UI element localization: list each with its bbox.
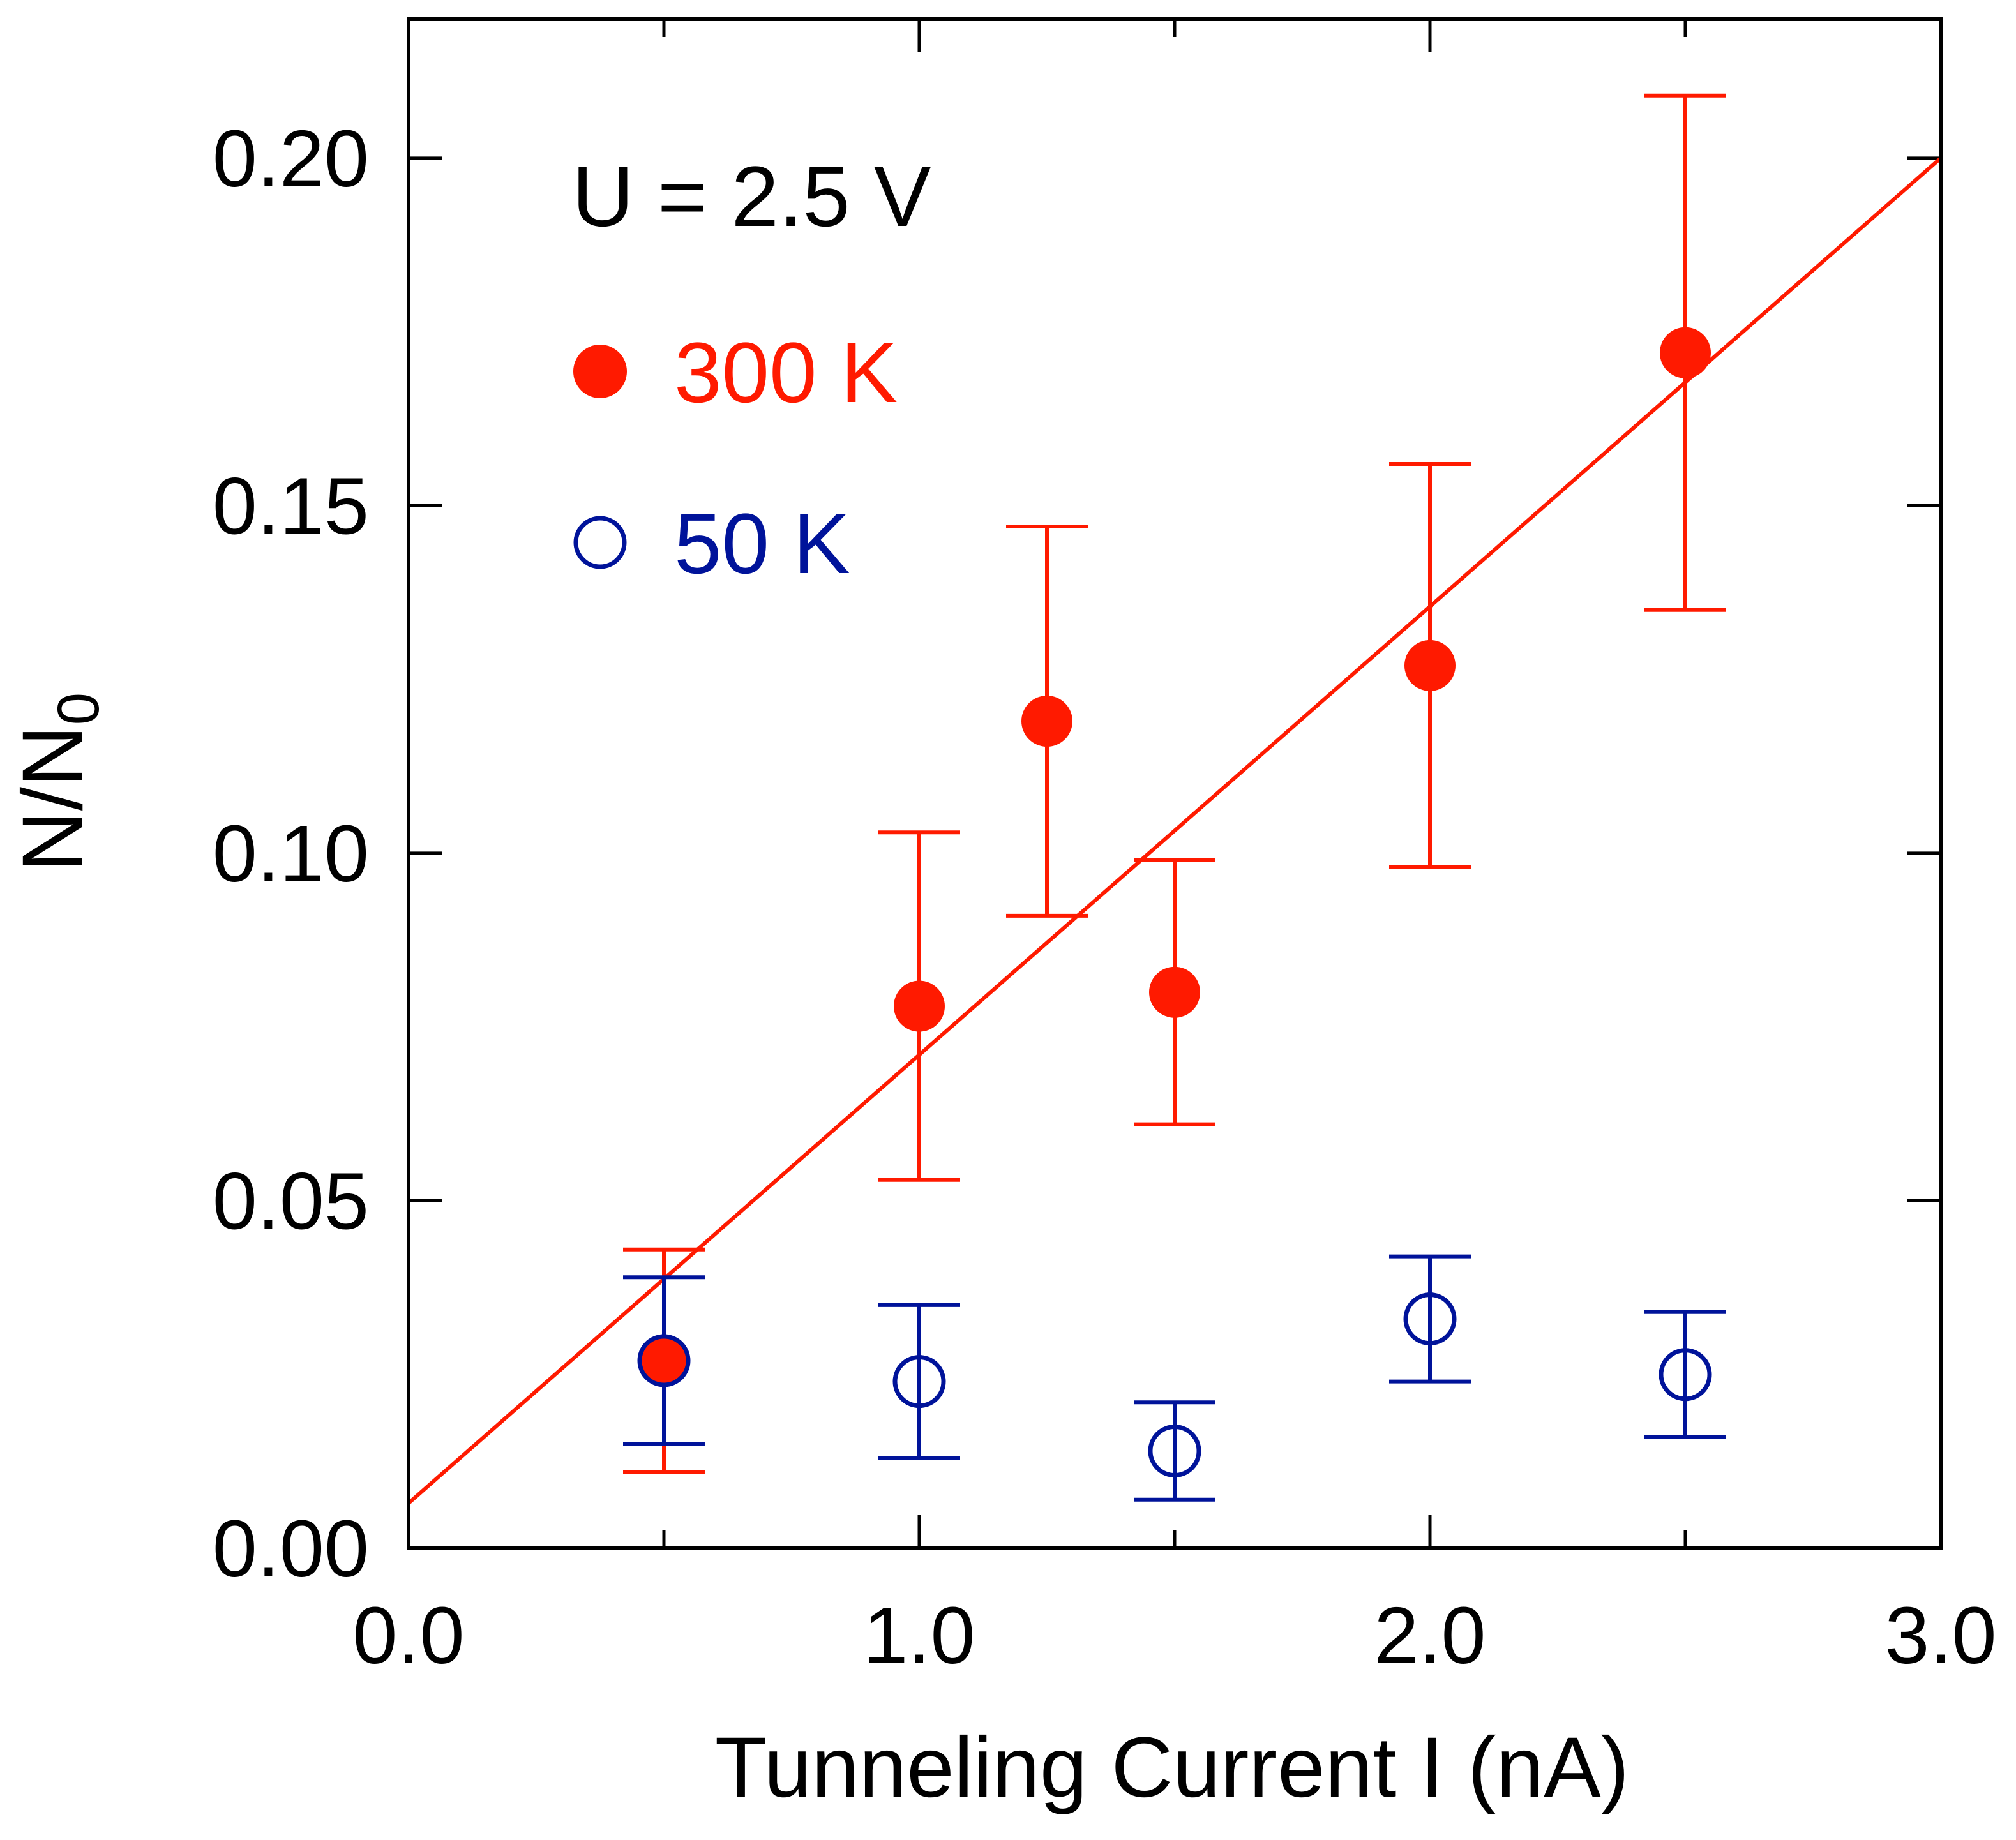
data-point-50k [637, 1334, 691, 1387]
legend-300k-marker [573, 345, 627, 398]
x-axis-title: Tunneling Current I (nA) [715, 1720, 1629, 1815]
data-point-300k [1660, 327, 1711, 378]
data-point-50k [1659, 1348, 1712, 1402]
legend-50k-label: 50 K [674, 497, 850, 592]
x-tick-label: 0.0 [352, 1590, 464, 1680]
x-tick-label: 1.0 [863, 1590, 975, 1680]
tick-label-layer: 0.00 0.05 0.10 0.15 0.20 0.0 1.0 2.0 3.0 [213, 114, 1997, 1680]
y-axis-title-subscript: 0 [46, 692, 111, 725]
legend: 300 K 50 K [573, 325, 898, 592]
fit-layer [407, 156, 1942, 1505]
x-tick-label: 3.0 [1884, 1590, 1996, 1680]
data-point-300k [1021, 695, 1072, 747]
y-tick-label: 0.10 [213, 809, 369, 899]
legend-300k-label: 300 K [674, 325, 898, 421]
y-axis-title-main: N/N [5, 725, 100, 872]
data-point-300k [1149, 966, 1200, 1018]
data-point-300k [894, 980, 945, 1032]
error-bar-layer [623, 93, 1726, 1502]
data-point-50k [1148, 1425, 1201, 1478]
data-point-300k [1404, 640, 1456, 691]
y-tick-label: 0.15 [213, 461, 369, 551]
y-tick-label: 0.05 [213, 1156, 369, 1246]
y-axis-title: N/N0 [5, 692, 111, 872]
data-point-layer [637, 327, 1712, 1478]
data-point-300k [638, 1335, 689, 1386]
y-tick-label: 0.00 [213, 1504, 369, 1594]
legend-50k-marker [573, 516, 627, 569]
data-point-50k [1403, 1292, 1457, 1346]
voltage-annotation: U = 2.5 V [572, 149, 931, 244]
plot-frame [407, 17, 1943, 1550]
y-tick-label: 0.20 [213, 114, 369, 204]
fit-line-300k [407, 156, 1942, 1505]
x-tick-label: 2.0 [1374, 1590, 1486, 1680]
data-point-50k [892, 1355, 946, 1409]
tick-layer [407, 19, 1943, 1550]
